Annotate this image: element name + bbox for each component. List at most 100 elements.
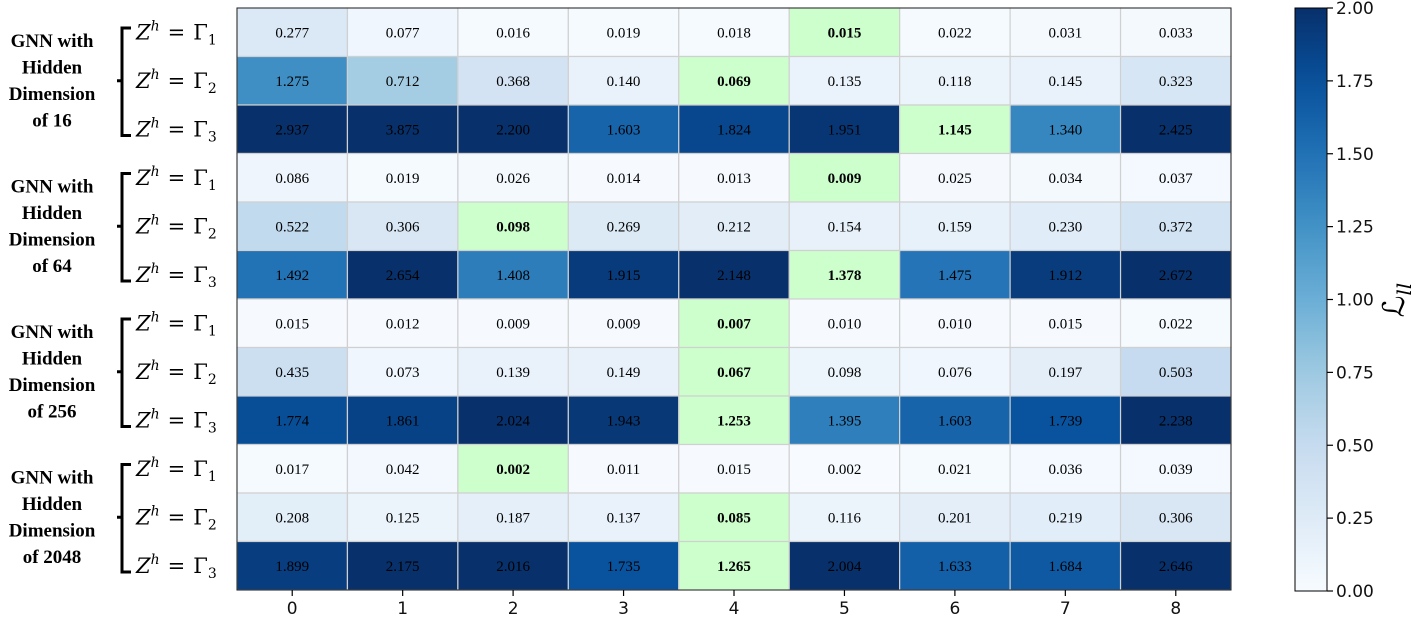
x-tick-label: 7 [1060,599,1071,619]
group-label-line: of 256 [27,402,76,423]
group-labels: GNN with Hidden Dimension of 16 GNN with Hidd… [9,26,131,574]
cell-value-label: 0.201 [938,510,972,526]
heatmap-cell [236,443,349,494]
cell-value-label: 0.098 [496,219,530,235]
group-label-line: Hidden [22,203,83,224]
group-bracket [117,317,131,428]
cell-value-label: 2.148 [717,268,751,284]
row-label: Zh = Γ1 [135,18,217,48]
group-label-line: of 64 [32,256,72,277]
cell-value-label: 0.015 [1048,316,1082,332]
heatmap-cell [678,249,790,300]
x-tick-label: 3 [618,599,629,619]
cell-value-label: 2.024 [496,413,530,429]
cell-value-label: 0.219 [1048,510,1082,526]
heatmap-cell [1009,492,1122,543]
cell-value-label: 0.159 [938,219,972,235]
group-label-line: of 2048 [23,547,82,568]
x-tick-label: 5 [839,599,850,619]
cell-value-label: 2.672 [1159,268,1193,284]
group-label-line: GNN with [11,31,94,52]
colorbar-tick-label: 1.00 [1336,291,1374,311]
heatmap-cell [236,152,349,203]
heatmap-cell [1009,540,1122,591]
heatmap-cell [1009,249,1122,300]
heatmap-cell [457,395,569,446]
cell-value-label: 1.145 [938,122,972,138]
heatmap-cell [788,201,901,252]
heatmap-cell [899,346,1011,397]
heatmap-cell [346,7,459,58]
heatmap-cell [567,492,680,543]
cell-value-label: 1.378 [828,268,862,284]
heatmap-cell [899,298,1011,349]
group-label-line: GNN with [11,177,94,198]
cell-value-label: 1.492 [275,268,309,284]
cell-value-label: 0.435 [275,365,309,381]
cell-value-label: 0.149 [607,365,641,381]
cell-value-label: 0.002 [496,462,530,478]
group-bracket [117,463,131,574]
colorbar-tick-label: 1.25 [1336,218,1374,238]
cell-value-label: 0.010 [938,316,972,332]
heatmap-cell [567,104,680,155]
colorbar-tick-label: 2.00 [1336,0,1374,19]
row-label: Zh = Γ2 [135,503,217,533]
cell-value-label: 0.522 [275,219,309,235]
heatmap-cell [788,540,901,591]
cell-value-label: 1.739 [1048,413,1082,429]
heatmap-cell [1119,395,1232,446]
cell-value-label: 0.019 [386,171,420,187]
cell-value-label: 0.015 [717,462,751,478]
heatmap-cell [788,395,901,446]
heatmap-cell [567,201,680,252]
heatmap-cell [1119,104,1232,155]
cell-value-label: 0.077 [386,25,420,41]
cell-value-label: 0.069 [717,74,751,90]
cell-value-label: 1.915 [607,268,641,284]
heatmap-cell [678,55,790,106]
row-label: Zh = Γ1 [135,309,217,339]
cell-value-label: 0.086 [275,171,309,187]
cell-value-label: 0.007 [717,316,751,332]
heatmap-cell [236,7,349,58]
cell-value-label: 1.265 [717,559,751,575]
heatmap-cell [346,152,459,203]
group-label-line: Dimension [9,375,96,396]
heatmap-cell [236,492,349,543]
group-label-line: GNN with [11,322,94,343]
heatmap-cell [236,540,349,591]
heatmap-cell [457,55,569,106]
heatmap-cell [236,249,349,300]
cell-value-label: 0.042 [386,462,420,478]
heatmap-cell [567,540,680,591]
cell-value-label: 0.022 [1159,316,1193,332]
heatmap-cell [899,55,1011,106]
heatmap-cell [678,298,790,349]
heatmap-cell [1119,492,1232,543]
cell-value-label: 0.503 [1159,365,1193,381]
cell-value-label: 2.425 [1159,122,1193,138]
cell-value-label: 0.022 [938,25,972,41]
row-label: Zh = Γ3 [135,261,217,291]
cell-value-label: 0.016 [496,25,530,41]
heatmap-cell [236,346,349,397]
row-label: Zh = Γ2 [135,67,217,97]
cell-value-label: 1.395 [828,413,862,429]
cell-value-label: 0.002 [828,462,862,478]
cell-value-label: 1.475 [938,268,972,284]
cell-value-label: 0.145 [1048,74,1082,90]
group-label-line: GNN with [11,468,94,489]
heatmap-cell [457,201,569,252]
heatmap-cell [1009,443,1122,494]
cell-value-label: 1.408 [496,268,530,284]
cell-value-label: 0.018 [717,25,751,41]
cell-value-label: 1.603 [607,122,641,138]
cell-value-label: 0.009 [828,171,862,187]
heatmap-cell [457,104,569,155]
cell-value-label: 2.004 [828,559,862,575]
heatmap-cell [346,443,459,494]
heatmap-cell [1119,152,1232,203]
heatmap-cell [899,201,1011,252]
